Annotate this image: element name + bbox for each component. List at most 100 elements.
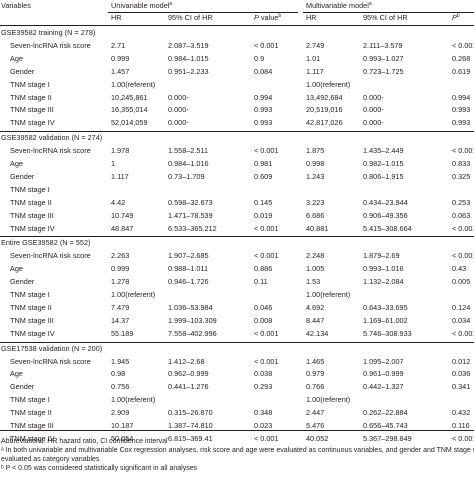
hr-multi-cell: 5.476 (306, 421, 325, 430)
hr-multi-cell: 1.117 (306, 66, 324, 76)
ci-uni-cell: 0.000- (168, 105, 189, 115)
table-row: TNM stage IV 52,014,059 0.000- 0.993 42,817,… (0, 117, 474, 129)
table-row: TNM stage III 16,355,014 0.000- 0.993 20,519… (0, 104, 474, 116)
footnote-a-line2: evaluated as category variables (1, 456, 100, 463)
multivariable-header: Multivariable modela (306, 1, 372, 10)
hr-uni-cell: 2.263 (111, 251, 130, 261)
ci-uni-cell: 0.984–1.016 (168, 159, 209, 168)
ci-uni-cell: 0.951–2.233 (168, 66, 209, 76)
variable-cell: TNM stage I (10, 184, 50, 194)
p-uni-cell: 0.348 (254, 408, 273, 418)
ci-uni-cell: 1.907–2.685 (168, 251, 209, 261)
section-divider (0, 236, 474, 238)
p-multi-cell: < 0.001 (452, 40, 474, 50)
p-multi-cell: < 0.001 (452, 433, 474, 443)
p-multi-cell: 0.619 (452, 66, 471, 76)
footnotes: Abbreviations: HR hazard ratio, CI confi… (1, 437, 474, 473)
ci-multi-cell: 0.434–23.944 (363, 197, 408, 207)
ci-uni-cell: 0.598–32.673 (168, 197, 213, 207)
hr-uni-cell: 0.98 (111, 369, 126, 379)
variable-cell: TNM stage III (10, 315, 54, 325)
hr-uni-cell: 2.909 (111, 408, 130, 418)
hr-multi-cell: 2.749 (306, 40, 325, 50)
ci-multi-cell: 0.442–1.327 (363, 382, 404, 392)
table-row: Seven-lncRNA risk score 1.978 1.558–2.511 <… (0, 145, 474, 157)
ci-multi-cell: 0.000- (363, 92, 384, 102)
variable-cell: Age (10, 264, 23, 274)
p-multi-cell: 0.268 (452, 53, 471, 63)
hr-multi-cell: 1.005 (306, 264, 325, 274)
p-uni-cell: < 0.001 (254, 223, 279, 233)
ci-uni-cell: 0.000- (168, 118, 189, 128)
table-row: TNM stage III 10.187 1.387–74.810 0.023 5.47… (0, 420, 474, 432)
ci-uni-cell: 1.412–2.68 (168, 356, 205, 366)
p-uni-cell: 0.994 (254, 92, 273, 102)
p-uni-cell: < 0.001 (254, 356, 279, 366)
variable-cell: TNM stage II (10, 302, 52, 312)
p-multi-cell: 0.432 (452, 408, 471, 418)
ci-multi-cell: 5.746–308.933 (363, 328, 412, 338)
table-row: TNM stage II 10,245,861 0.000- 0.994 13,492,… (0, 92, 474, 104)
table-row: Gender 1.117 0.73–1.709 0.609 1.243 0.806–1.9… (0, 171, 474, 183)
p-uni-cell: 0.9 (254, 53, 265, 63)
table-row: TNM stage I 1.00(referent) 1.00(referent) (0, 394, 474, 406)
p-uni-cell: 0.993 (254, 118, 273, 128)
section-divider (0, 341, 474, 343)
ci-multi-cell: 1.132–2.084 (363, 277, 404, 287)
hr-multi-cell: 42.134 (306, 328, 329, 338)
ci-multi-cell: 0.643–33.695 (363, 302, 408, 312)
variable-cell: TNM stage IV (10, 223, 55, 233)
ci-uni-cell: 1.999–103.309 (168, 315, 217, 325)
table-row: Seven-lncRNA risk score 2.263 1.907–2.685 <… (0, 250, 474, 262)
p-uni-cell: 0.038 (254, 369, 273, 379)
variable-cell: Gender (10, 382, 35, 392)
p-uni-cell: 0.145 (254, 197, 273, 207)
p-multi-cell: < 0.001 (452, 223, 474, 233)
ci-multi-cell: 0.982–1.015 (363, 159, 404, 168)
hr-uni-cell: 2.71 (111, 40, 126, 50)
ci-uni-cell: 7.558–402.996 (168, 328, 217, 338)
hr-multi-cell: 1.00(referent) (306, 79, 351, 89)
variable-cell: Age (10, 369, 23, 379)
variable-cell: TNM stage II (10, 197, 52, 207)
ci-uni-cell: 0.73–1.709 (168, 171, 205, 181)
p-header-multi: Pb (452, 13, 460, 22)
p-multi-cell: 0.341 (452, 382, 471, 392)
hr-multi-cell: 0.979 (306, 369, 325, 379)
section-title: Entire GSE39582 (N = 552) (1, 238, 91, 248)
hr-uni-cell: 1.00(referent) (111, 79, 156, 89)
ci-uni-cell: 1.387–74.810 (168, 421, 213, 430)
section-title-row: GSE17538 validation (N = 200) (0, 343, 474, 355)
ci-multi-cell: 0.961–0.999 (363, 369, 404, 379)
hr-uni-cell: 1.00(referent) (111, 290, 156, 299)
ci-multi-cell: 0.723–1.725 (363, 66, 404, 76)
ci-uni-cell: 0.315–26.870 (168, 408, 213, 418)
ci-multi-cell: 0.262–22.884 (363, 408, 408, 418)
ci-header-uni: 95% CI of HR (168, 13, 213, 22)
ci-multi-cell: 1.169–61.002 (363, 315, 408, 325)
variable-cell: TNM stage IV (10, 328, 55, 338)
hr-uni-cell: 1 (111, 159, 116, 168)
variable-cell: TNM stage III (10, 210, 54, 220)
table-row: TNM stage I 1.00(referent) 1.00(referent) (0, 79, 474, 91)
p-uni-cell: < 0.001 (254, 146, 279, 156)
hr-multi-cell: 1.00(referent) (306, 290, 351, 299)
variable-cell: Gender (10, 277, 35, 287)
hr-multi-cell: 2.447 (306, 408, 325, 418)
hr-multi-cell: 1.53 (306, 277, 321, 287)
hr-multi-cell: 6.686 (306, 210, 325, 220)
hr-multi-cell: 1.01 (306, 53, 321, 63)
table-row: TNM stage IV 50.054 6.815–369.41 < 0.001 40.… (0, 433, 474, 445)
p-uni-cell: 0.981 (254, 159, 273, 168)
p-multi-cell: 0.43 (452, 264, 467, 274)
table-header-row-1: Variables Univariable modela Multivariab… (0, 0, 474, 12)
ci-uni-cell: 1.558–2.511 (168, 146, 209, 156)
hr-header-uni: HR (111, 13, 122, 22)
ci-multi-cell: 0.656–45.743 (363, 421, 408, 430)
p-multi-cell: 0.325 (452, 171, 471, 181)
ci-uni-cell: 0.984–1.015 (168, 53, 209, 63)
table-row: TNM stage I (0, 184, 474, 196)
table-row: Gender 1.278 0.946–1.726 0.11 1.53 1.132–2.08… (0, 276, 474, 288)
hr-multi-cell: 1.875 (306, 146, 325, 156)
hr-multi-cell: 40.881 (306, 223, 329, 233)
